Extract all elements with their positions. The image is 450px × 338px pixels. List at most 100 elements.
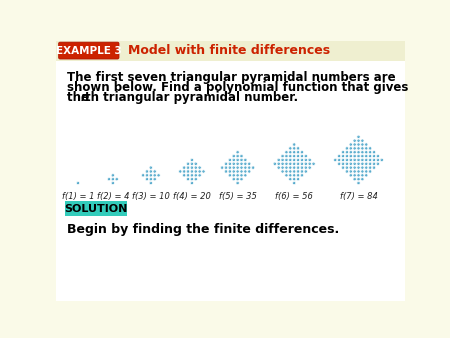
Circle shape [361,151,364,154]
Circle shape [199,171,200,172]
Text: f(4) = 20: f(4) = 20 [173,192,211,201]
Circle shape [232,170,235,173]
Circle shape [183,174,186,177]
Circle shape [190,177,194,181]
Circle shape [194,170,198,173]
Circle shape [308,166,311,169]
Circle shape [285,154,288,158]
Circle shape [150,178,151,179]
Circle shape [190,182,194,185]
Circle shape [289,171,290,172]
Circle shape [361,171,362,172]
Circle shape [282,159,283,160]
Circle shape [365,167,366,168]
Circle shape [297,151,300,154]
Circle shape [237,178,238,179]
Circle shape [286,171,287,172]
Circle shape [357,154,360,158]
Circle shape [236,182,239,185]
Circle shape [293,159,294,160]
Circle shape [297,174,300,177]
Circle shape [301,174,302,175]
Circle shape [190,174,194,177]
Text: shown below. Find a polynomial function that gives: shown below. Find a polynomial function … [67,81,409,94]
Circle shape [154,174,155,175]
Circle shape [346,171,347,172]
Circle shape [293,163,294,164]
Circle shape [308,162,311,165]
Circle shape [372,162,376,165]
Circle shape [361,147,364,150]
Circle shape [237,174,238,175]
Circle shape [241,167,242,168]
Circle shape [345,147,348,150]
Circle shape [220,166,224,169]
Circle shape [364,162,368,165]
Text: Begin by finding the finite differences.: Begin by finding the finite differences. [67,223,339,236]
Circle shape [183,174,184,175]
Circle shape [354,155,355,156]
Circle shape [288,162,292,165]
Text: EXAMPLE 3: EXAMPLE 3 [56,46,122,55]
Circle shape [237,163,238,164]
Circle shape [361,162,364,165]
Circle shape [285,170,288,173]
Circle shape [115,177,118,181]
Circle shape [153,174,156,177]
Circle shape [116,178,117,179]
Circle shape [338,159,339,160]
Circle shape [282,155,283,156]
Circle shape [349,151,352,154]
Circle shape [293,155,294,156]
Circle shape [354,140,355,141]
Circle shape [358,136,359,137]
Circle shape [288,158,292,162]
Circle shape [372,151,376,154]
Circle shape [237,159,238,160]
Circle shape [233,171,234,172]
Circle shape [191,178,192,179]
Circle shape [237,182,238,183]
Circle shape [286,159,287,160]
Circle shape [338,158,341,162]
Circle shape [358,174,359,175]
Circle shape [369,155,370,156]
Circle shape [365,155,366,156]
Circle shape [301,155,302,156]
Circle shape [369,167,370,168]
Circle shape [232,158,235,162]
Circle shape [153,170,156,173]
Circle shape [342,162,345,165]
Circle shape [292,162,296,165]
Circle shape [292,147,296,150]
Circle shape [349,158,352,162]
Circle shape [380,158,383,162]
Circle shape [288,151,292,154]
Circle shape [112,178,113,179]
Circle shape [221,167,222,168]
Circle shape [149,174,153,177]
Circle shape [369,171,370,172]
Circle shape [293,167,294,168]
Circle shape [349,147,352,150]
Circle shape [297,167,298,168]
Circle shape [248,166,251,169]
Circle shape [233,163,234,164]
Circle shape [297,147,300,150]
Circle shape [186,166,189,169]
Circle shape [350,147,351,148]
Circle shape [342,166,345,169]
Circle shape [293,182,294,183]
Circle shape [376,162,379,165]
Circle shape [244,162,247,165]
Circle shape [361,154,364,158]
Circle shape [277,166,280,169]
Circle shape [338,155,339,156]
Circle shape [361,178,362,179]
Circle shape [300,158,304,162]
Circle shape [281,154,284,158]
Circle shape [364,174,368,177]
Text: SOLUTION: SOLUTION [64,204,127,214]
Circle shape [225,170,228,173]
Circle shape [112,182,113,183]
